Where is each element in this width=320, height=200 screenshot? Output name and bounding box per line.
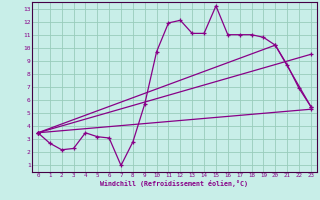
X-axis label: Windchill (Refroidissement éolien,°C): Windchill (Refroidissement éolien,°C): [100, 180, 248, 187]
